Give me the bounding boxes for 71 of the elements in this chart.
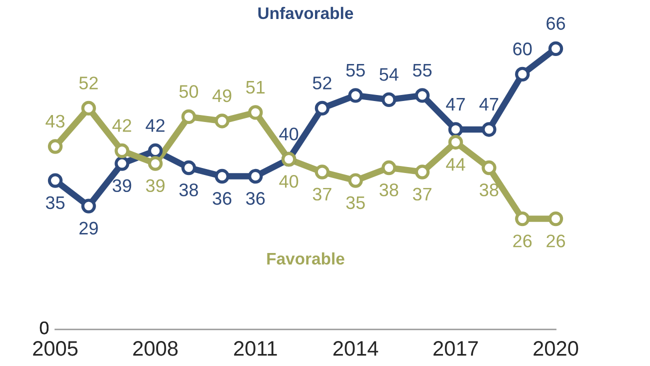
x-tick-label: 2020 <box>534 341 578 356</box>
point <box>114 156 130 171</box>
data-label: 26 <box>513 234 532 248</box>
point <box>482 122 496 137</box>
point <box>214 168 230 184</box>
data-label: 38 <box>380 184 398 196</box>
text: 0 <box>40 321 49 334</box>
data-label: 43 <box>46 114 64 128</box>
data-label: 47 <box>479 98 498 110</box>
point <box>348 173 363 188</box>
data-label: 29 <box>79 222 98 235</box>
point <box>48 173 63 188</box>
point <box>515 211 530 226</box>
data-label: 42 <box>146 119 164 132</box>
data-label: 42 <box>112 119 132 132</box>
point <box>382 92 396 108</box>
point <box>114 143 130 158</box>
x-tick-label: 2011 <box>234 341 277 356</box>
point <box>48 139 63 154</box>
data-label: 39 <box>146 179 165 192</box>
point <box>414 164 430 180</box>
point <box>314 164 330 180</box>
data-label: 47 <box>446 98 465 110</box>
data-label: 37 <box>412 188 432 201</box>
point <box>148 143 163 158</box>
data-label: 55 <box>412 64 432 77</box>
text: Unfavorable <box>258 6 354 20</box>
point <box>248 168 263 184</box>
data-label: 54 <box>380 68 398 81</box>
data-label: 39 <box>112 179 132 192</box>
point <box>248 105 263 120</box>
data-label: 38 <box>480 184 498 196</box>
data-label: 52 <box>79 76 98 90</box>
data-label: 52 <box>312 76 332 90</box>
data-label: 49 <box>212 89 232 102</box>
data-label: 66 <box>546 17 565 30</box>
point <box>314 100 330 116</box>
data-label: 38 <box>179 184 198 196</box>
x-tick-label: 2017 <box>434 341 478 356</box>
data-label: 37 <box>312 188 332 201</box>
data-label: 35 <box>46 196 65 210</box>
data-label: 40 <box>279 128 298 140</box>
data-label: 44 <box>446 158 466 171</box>
data-label: 50 <box>179 85 198 98</box>
point <box>448 134 463 150</box>
data-label: 26 <box>546 234 565 248</box>
point <box>382 160 396 176</box>
x-tick-label: 2014 <box>333 341 378 356</box>
point <box>448 122 463 137</box>
point <box>148 156 163 171</box>
data-label: 40 <box>279 175 298 188</box>
point <box>414 88 430 103</box>
data-label: 35 <box>346 196 365 210</box>
point <box>81 198 96 214</box>
data-label: 60 <box>513 42 532 56</box>
data-label: 36 <box>212 192 232 205</box>
text: Favorable <box>267 252 344 265</box>
point <box>214 114 230 128</box>
point <box>482 160 496 176</box>
point <box>348 88 363 103</box>
point <box>548 41 564 56</box>
point <box>515 66 530 82</box>
point <box>548 211 564 226</box>
x-tick-label: 2008 <box>133 341 178 356</box>
point <box>181 160 196 176</box>
data-label: 36 <box>246 192 265 205</box>
x-tick-label: 2005 <box>33 341 78 356</box>
point <box>181 109 196 124</box>
data-label: 55 <box>346 64 365 77</box>
data-label: 51 <box>246 81 265 94</box>
point <box>81 100 96 116</box>
